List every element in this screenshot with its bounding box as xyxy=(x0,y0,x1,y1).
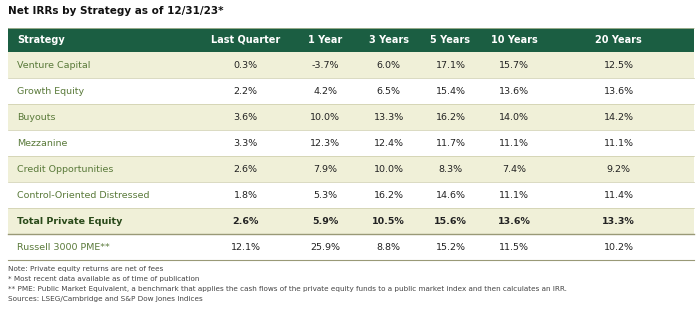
Text: 11.1%: 11.1% xyxy=(603,139,634,148)
Text: Credit Opportunities: Credit Opportunities xyxy=(18,165,114,173)
Text: 13.3%: 13.3% xyxy=(602,216,635,225)
Text: 12.5%: 12.5% xyxy=(603,60,634,69)
Text: Last Quarter: Last Quarter xyxy=(211,35,280,45)
Text: 7.9%: 7.9% xyxy=(314,165,337,173)
Text: Buyouts: Buyouts xyxy=(18,113,56,122)
Text: 8.3%: 8.3% xyxy=(438,165,463,173)
Text: Russell 3000 PME**: Russell 3000 PME** xyxy=(18,242,110,252)
Text: 2.6%: 2.6% xyxy=(234,165,258,173)
Text: Strategy: Strategy xyxy=(18,35,65,45)
Text: Venture Capital: Venture Capital xyxy=(18,60,91,69)
Text: 2.2%: 2.2% xyxy=(234,87,258,96)
Text: 13.6%: 13.6% xyxy=(498,216,531,225)
Text: 12.3%: 12.3% xyxy=(310,139,340,148)
Text: 3.6%: 3.6% xyxy=(234,113,258,122)
Text: 5 Years: 5 Years xyxy=(430,35,470,45)
Bar xyxy=(8,52,694,78)
Text: Mezzanine: Mezzanine xyxy=(18,139,68,148)
Text: 10.0%: 10.0% xyxy=(374,165,404,173)
Text: 11.1%: 11.1% xyxy=(499,139,529,148)
Text: 13.6%: 13.6% xyxy=(603,87,634,96)
Bar xyxy=(8,130,694,156)
Text: 10.0%: 10.0% xyxy=(310,113,340,122)
Text: * Most recent data available as of time of publication: * Most recent data available as of time … xyxy=(8,276,199,282)
Text: Control-Oriented Distressed: Control-Oriented Distressed xyxy=(18,190,150,199)
Text: 3.3%: 3.3% xyxy=(234,139,258,148)
Text: 0.3%: 0.3% xyxy=(234,60,258,69)
Text: 15.7%: 15.7% xyxy=(499,60,529,69)
Text: 8.8%: 8.8% xyxy=(377,242,400,252)
Bar xyxy=(8,28,694,52)
Text: 1 Year: 1 Year xyxy=(308,35,342,45)
Text: 13.6%: 13.6% xyxy=(499,87,529,96)
Text: 17.1%: 17.1% xyxy=(435,60,466,69)
Text: 2.6%: 2.6% xyxy=(232,216,259,225)
Bar xyxy=(8,78,694,104)
Text: 15.6%: 15.6% xyxy=(434,216,467,225)
Text: 11.7%: 11.7% xyxy=(435,139,466,148)
Text: 5.3%: 5.3% xyxy=(313,190,337,199)
Text: 3 Years: 3 Years xyxy=(369,35,409,45)
Text: 16.2%: 16.2% xyxy=(374,190,404,199)
Text: 4.2%: 4.2% xyxy=(314,87,337,96)
Text: 10.5%: 10.5% xyxy=(372,216,405,225)
Text: Net IRRs by Strategy as of 12/31/23*: Net IRRs by Strategy as of 12/31/23* xyxy=(8,6,223,16)
Text: 15.4%: 15.4% xyxy=(435,87,466,96)
Text: Note: Private equity returns are net of fees: Note: Private equity returns are net of … xyxy=(8,266,163,272)
Text: 5.9%: 5.9% xyxy=(312,216,338,225)
Text: 12.1%: 12.1% xyxy=(231,242,260,252)
Text: 9.2%: 9.2% xyxy=(606,165,631,173)
Text: 10 Years: 10 Years xyxy=(491,35,538,45)
Text: 16.2%: 16.2% xyxy=(435,113,466,122)
Text: 6.5%: 6.5% xyxy=(377,87,400,96)
Text: 20 Years: 20 Years xyxy=(595,35,642,45)
Text: -3.7%: -3.7% xyxy=(312,60,339,69)
Text: ** PME: Public Market Equivalent, a benchmark that applies the cash flows of the: ** PME: Public Market Equivalent, a benc… xyxy=(8,286,567,292)
Text: 15.2%: 15.2% xyxy=(435,242,466,252)
Bar xyxy=(8,208,694,234)
Text: 6.0%: 6.0% xyxy=(377,60,400,69)
Text: 14.6%: 14.6% xyxy=(435,190,466,199)
Bar xyxy=(8,182,694,208)
Bar xyxy=(8,234,694,260)
Text: Total Private Equity: Total Private Equity xyxy=(18,216,122,225)
Text: 11.1%: 11.1% xyxy=(499,190,529,199)
Text: 11.5%: 11.5% xyxy=(499,242,529,252)
Bar xyxy=(8,104,694,130)
Text: 10.2%: 10.2% xyxy=(603,242,634,252)
Text: 1.8%: 1.8% xyxy=(234,190,258,199)
Text: 25.9%: 25.9% xyxy=(310,242,340,252)
Text: 7.4%: 7.4% xyxy=(502,165,526,173)
Text: 14.2%: 14.2% xyxy=(603,113,634,122)
Bar xyxy=(8,156,694,182)
Text: Sources: LSEG/Cambridge and S&P Dow Jones Indices: Sources: LSEG/Cambridge and S&P Dow Jone… xyxy=(8,296,203,302)
Text: 13.3%: 13.3% xyxy=(374,113,404,122)
Text: Growth Equity: Growth Equity xyxy=(18,87,85,96)
Text: 11.4%: 11.4% xyxy=(603,190,634,199)
Text: 14.0%: 14.0% xyxy=(499,113,529,122)
Text: 12.4%: 12.4% xyxy=(374,139,404,148)
